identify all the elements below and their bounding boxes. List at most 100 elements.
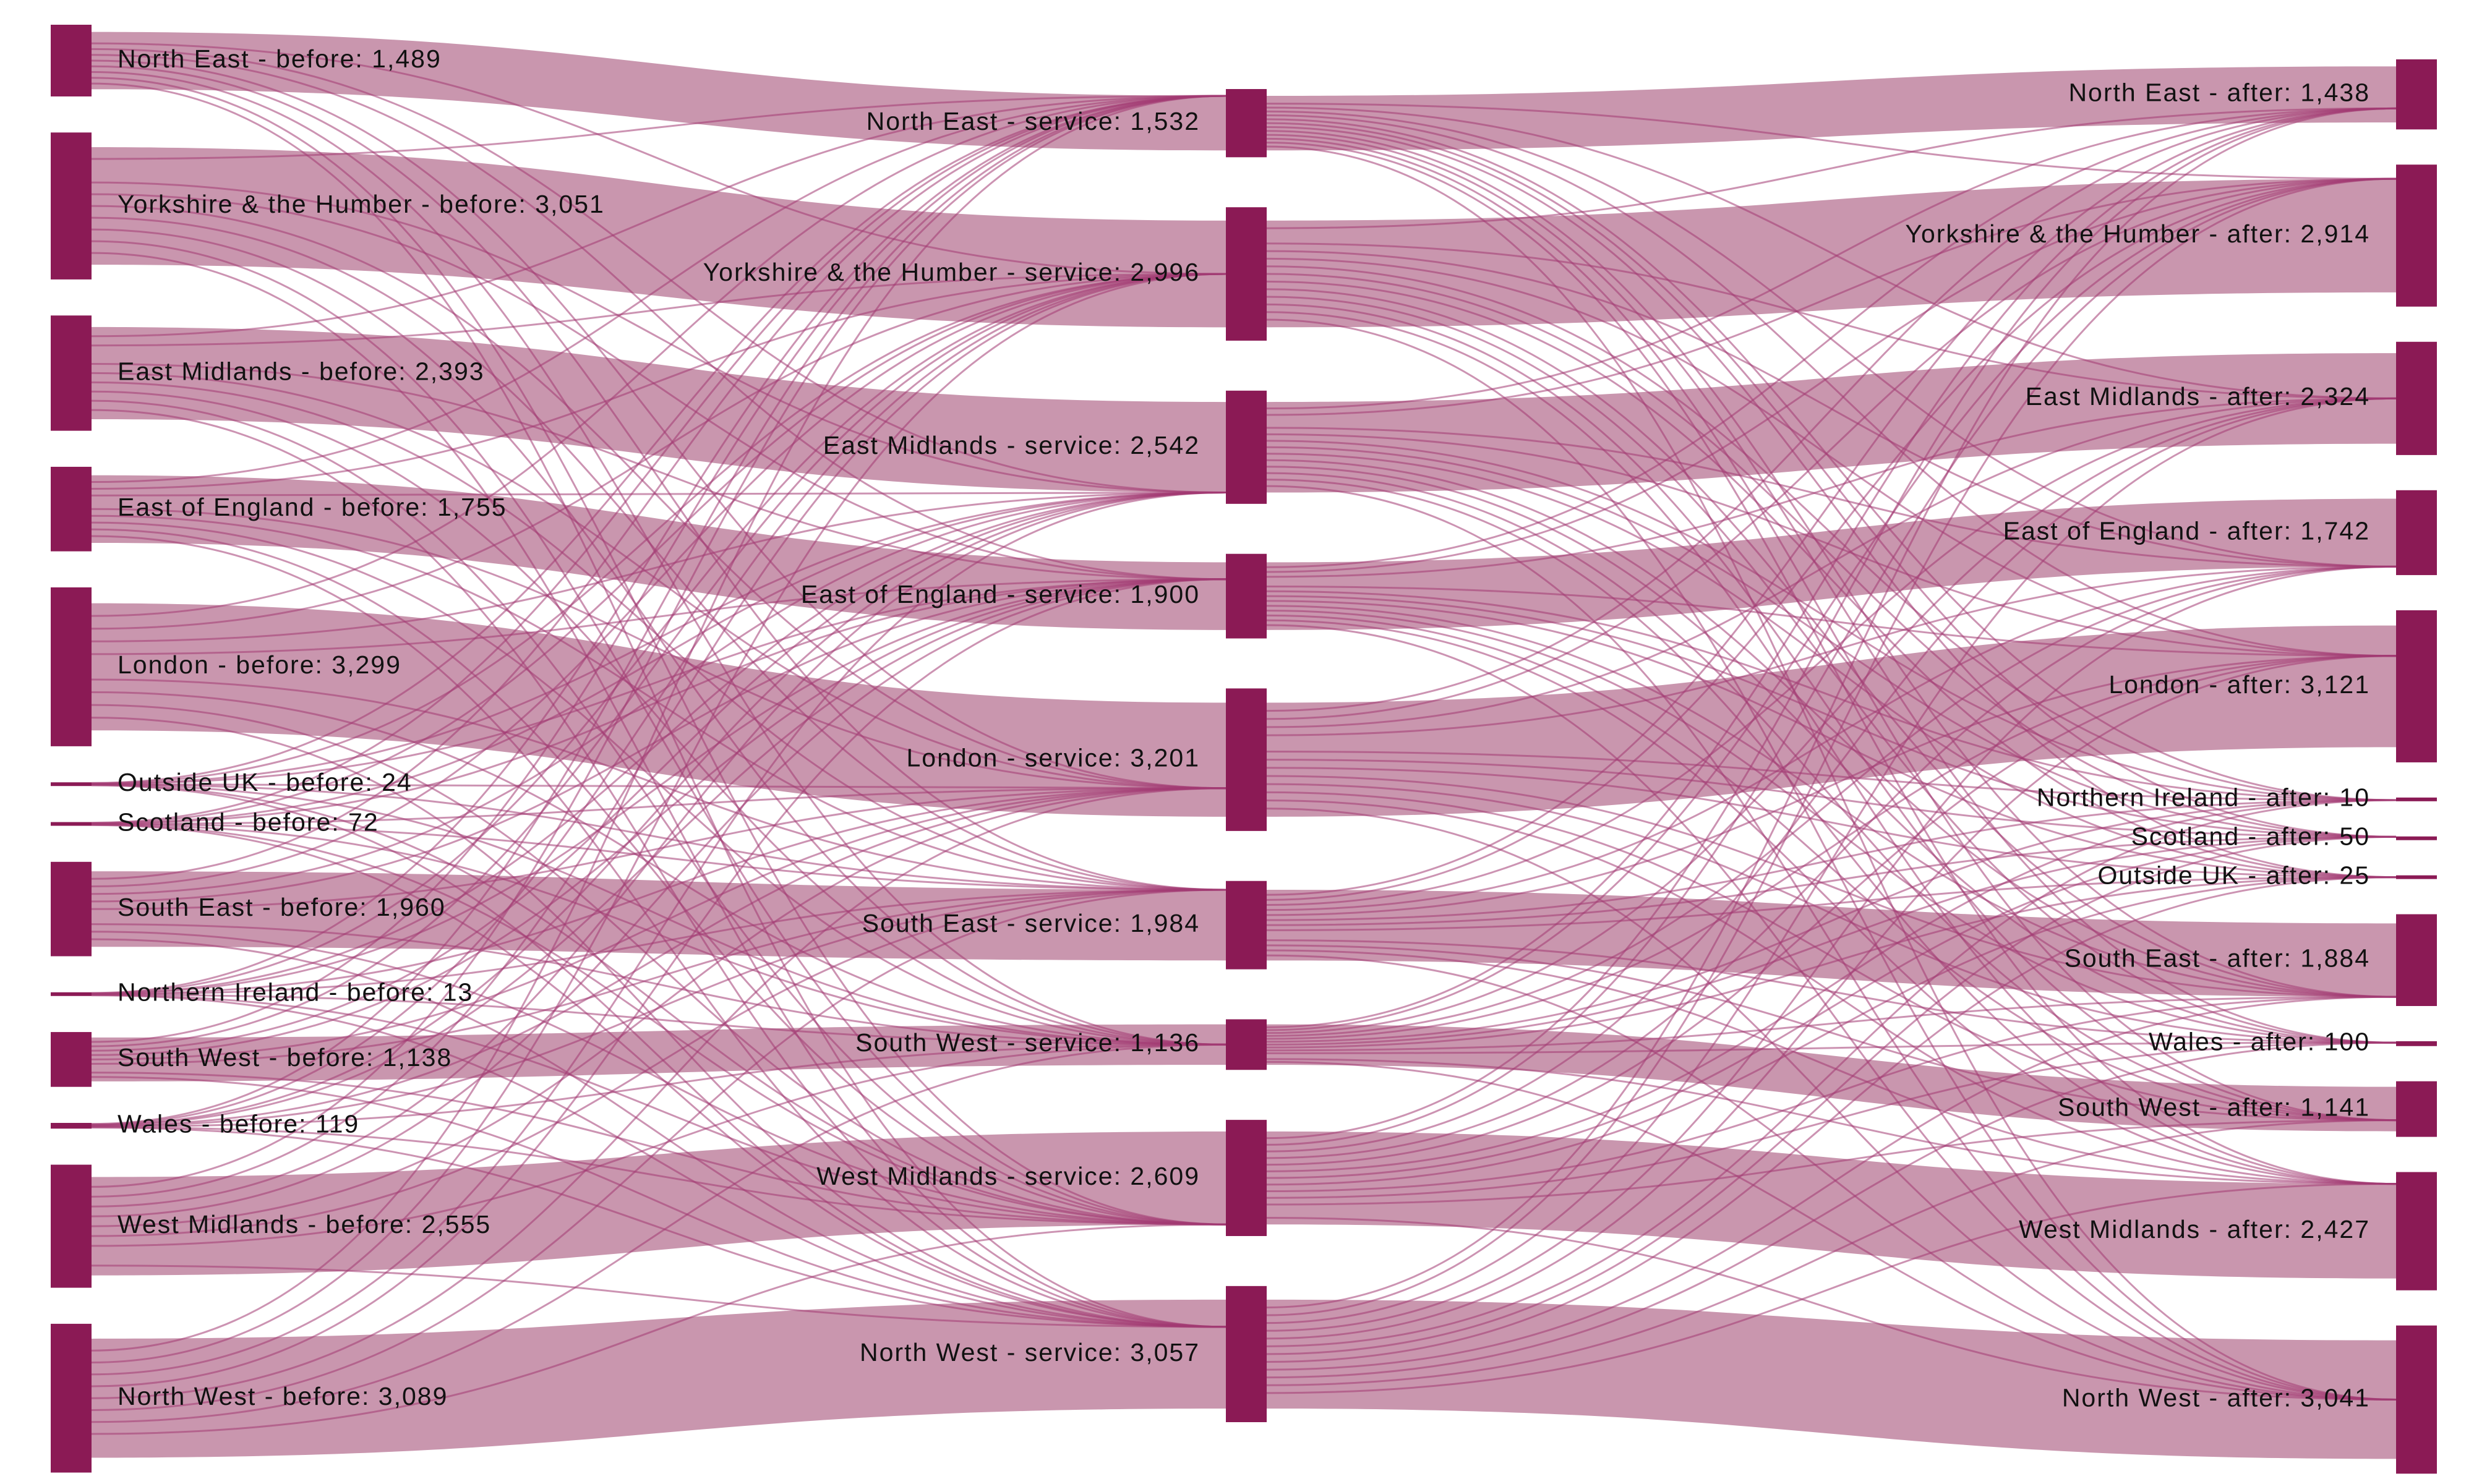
label-s_ne: North East - service: 1,532 [867, 107, 1200, 135]
node-a_sw [2396, 1081, 2437, 1137]
link-b_ee-s_sw [91, 521, 1226, 1046]
node-a_lon [2396, 610, 2437, 762]
link-b_sw-s_yh [91, 273, 1226, 1047]
link-s_yh-a_out [1266, 280, 2397, 879]
node-labels: North East - before: 1,489 Yorkshire & th… [118, 45, 2370, 1412]
node-b_ni [51, 992, 92, 996]
link-b_wal-s_sw [91, 1043, 1226, 1128]
link-b_lon-s_em [91, 492, 1226, 642]
link-s_lon-a_sw [1266, 791, 2397, 1122]
link-b_wm-s_sw [91, 1043, 1226, 1247]
link-s_em-a_lon [1266, 433, 2397, 657]
node-a_ni [2396, 797, 2437, 801]
link-b_em-s_se [91, 381, 1226, 891]
link-s_sw-a_yh [1266, 177, 2397, 1031]
link-s_se-a_wal [1266, 939, 2397, 1044]
link-b_sw-s_wm [91, 1072, 1226, 1226]
link-b_wm-s_wm [92, 1131, 1226, 1276]
link-b_sco-s_ne [91, 95, 1226, 824]
node-s_sw [1226, 1019, 1267, 1070]
link-b_em-s_em [92, 326, 1226, 493]
link-b_lon-s_se [91, 678, 1226, 891]
link-b_em-s_ee [91, 363, 1226, 581]
link-b_wm-s_em [91, 492, 1226, 1208]
link-b_yh-s_ne [91, 95, 1226, 160]
label-b_sco: Scotland - before: 72 [118, 808, 379, 836]
link-b_se-s_ne [91, 95, 1226, 880]
link-s_se-a_sw [1266, 944, 2397, 1122]
link-s_yh-a_em [1266, 242, 2397, 399]
node-b_ee [51, 466, 92, 552]
link-s_wm-a_lon [1266, 655, 2397, 1166]
link-s_se-a_wm [1266, 949, 2397, 1185]
node-b_sco [51, 822, 92, 826]
link-s_wm-a_ne [1266, 107, 2397, 1140]
link-b_ne-s_em [91, 48, 1226, 494]
link-s_nw-a_sw [1266, 1119, 2397, 1386]
node-b_em [51, 315, 92, 431]
node-s_yh [1226, 207, 1267, 341]
label-b_se: South East - before: 1,960 [118, 893, 446, 921]
node-a_out [2396, 875, 2437, 879]
link-s_nw-a_ne [1266, 107, 2397, 1308]
link-s_ne-a_se [1266, 130, 2397, 998]
node-b_se [51, 861, 92, 957]
link-s_sw-a_se [1266, 996, 2397, 1052]
link-b_se-s_em [91, 492, 1226, 895]
link-b_em-s_ne [91, 95, 1226, 338]
link-s_sw-a_em [1266, 397, 2397, 1034]
sankey-nodes [51, 25, 2437, 1474]
node-a_ne [2396, 59, 2437, 130]
link-b_ee-s_yh [91, 273, 1226, 490]
link-b_se-s_wm [91, 931, 1226, 1226]
link-s_em-a_wal [1266, 466, 2397, 1044]
label-s_em: East Midlands - service: 2,542 [823, 431, 1200, 459]
link-b_ne-s_se [91, 65, 1226, 891]
link-b_ni-s_se [91, 889, 1226, 996]
link-s_em-a_nw [1266, 485, 2397, 1401]
label-b_wal: Wales - before: 119 [118, 1109, 359, 1138]
link-b_sw-s_se [91, 889, 1226, 1065]
link-b_wm-s_ne [91, 95, 1226, 1188]
node-s_ne [1226, 89, 1267, 158]
link-b_sco-s_ee [91, 578, 1226, 825]
link-b_yh-s_nw [91, 252, 1226, 1328]
link-b_se-s_sw [91, 923, 1226, 1046]
link-b_em-s_sw [91, 390, 1226, 1046]
link-s_nw-a_se [1266, 996, 2397, 1371]
link-b_wm-s_lon [91, 787, 1226, 1227]
link-s_ne-a_sco [1266, 122, 2397, 838]
link-s_lon-a_yh [1266, 177, 2397, 720]
link-s_yh-a_wal [1266, 296, 2397, 1044]
link-s_em-a_yh [1266, 177, 2397, 416]
link-s_yh-a_sco [1266, 273, 2397, 838]
node-a_se [2396, 914, 2437, 1006]
label-b_lon: London - before: 3,299 [118, 650, 401, 679]
link-s_lon-a_sco [1266, 759, 2397, 838]
link-s_ne-a_sw [1266, 137, 2397, 1122]
link-s_ee-a_sw [1266, 614, 2397, 1122]
link-s_lon-a_wal [1266, 783, 2397, 1044]
link-s_ne-a_ee [1266, 110, 2397, 568]
link-s_em-a_sco [1266, 446, 2397, 838]
link-b_yh-s_em [91, 181, 1226, 494]
link-s_se-a_ee [1266, 565, 2397, 911]
label-a_ne: North East - after: 1,438 [2068, 78, 2370, 106]
node-b_wm [51, 1164, 92, 1288]
node-a_sco [2396, 836, 2437, 840]
link-s_nw-a_lon [1266, 655, 2397, 1340]
link-b_wm-s_nw [91, 1264, 1226, 1328]
link-s_lon-a_nw [1266, 808, 2397, 1401]
link-b_wm-s_se [91, 889, 1226, 1237]
link-s_em-a_ee [1266, 427, 2397, 568]
link-b_out-s_ne [91, 95, 1226, 784]
link-b_ni-s_ne [91, 95, 1226, 994]
link-s_wm-a_sw [1266, 1119, 2397, 1206]
link-b_nw-s_ne [91, 95, 1226, 1352]
link-b_wal-s_lon [91, 787, 1226, 1127]
link-s_ne-a_ni [1266, 118, 2397, 801]
link-b_sco-s_yh [91, 273, 1226, 824]
link-s_nw-a_wal [1266, 1041, 2397, 1379]
link-s_sw-a_lon [1266, 655, 2397, 1040]
link-b_ne-s_lon [91, 59, 1226, 790]
